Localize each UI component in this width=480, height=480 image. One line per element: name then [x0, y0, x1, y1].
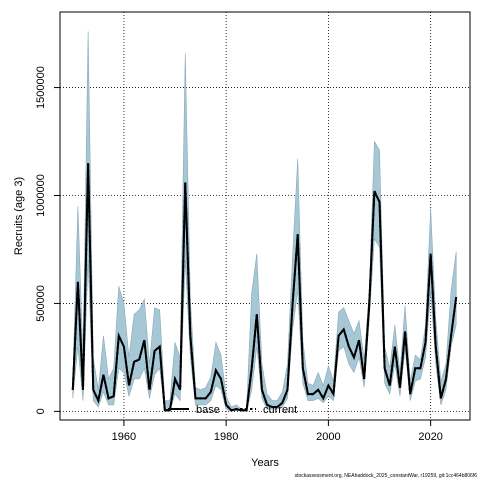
y-tick-label: 0	[35, 408, 47, 414]
plot-frame	[59, 11, 471, 421]
legend-label-current: current	[263, 404, 297, 416]
y-tick-label: 500000	[35, 285, 47, 322]
x-tick-label: 1960	[112, 431, 136, 443]
y-axis-title: Recruits (age 3)	[13, 177, 25, 255]
legend-label-base: base	[196, 404, 220, 416]
x-tick-label: 2000	[316, 431, 340, 443]
y-tick-label: 1000000	[35, 174, 47, 217]
footer-text: stockassessment.org, NEAhaddock_2025_con…	[295, 473, 478, 479]
x-tick-label: 2020	[418, 431, 442, 443]
confidence-band	[72, 31, 457, 412]
x-axis-title: Years	[251, 457, 279, 469]
series-line-current	[71, 163, 458, 412]
y-axis: 0 500000 1000000 1500000	[35, 66, 60, 414]
legend: base current	[168, 404, 297, 416]
y-tick-label: 1500000	[35, 66, 47, 109]
x-axis: 1960 1980 2000 2020	[112, 420, 443, 443]
x-tick-label: 1980	[214, 431, 238, 443]
